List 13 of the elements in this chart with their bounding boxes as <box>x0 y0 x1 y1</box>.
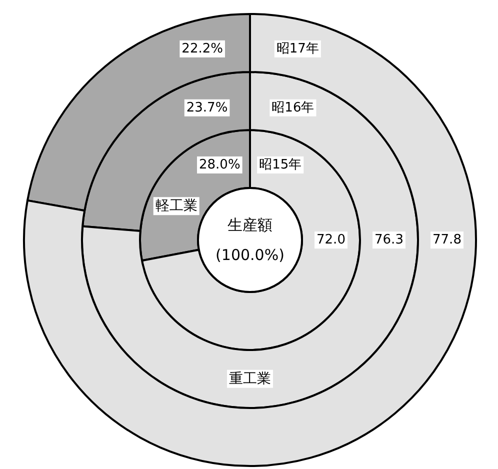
data-label: 23.7% <box>186 100 228 116</box>
data-label: 72.0 <box>316 232 346 248</box>
slice-label: 昭17年 <box>276 41 319 56</box>
slice-label: 昭16年 <box>272 100 314 116</box>
slice-label: 昭15年 <box>259 157 302 172</box>
data-label: 28.0% <box>199 157 240 172</box>
slice-label: 軽工業 <box>155 198 198 214</box>
data-label: 77.8 <box>432 232 462 248</box>
text: 生産額 <box>228 216 272 234</box>
data-label: 76.3 <box>374 232 404 248</box>
data-label: 22.2% <box>182 41 223 56</box>
slice-label: 重工業 <box>229 370 271 387</box>
text: (100.0%) <box>216 246 284 264</box>
